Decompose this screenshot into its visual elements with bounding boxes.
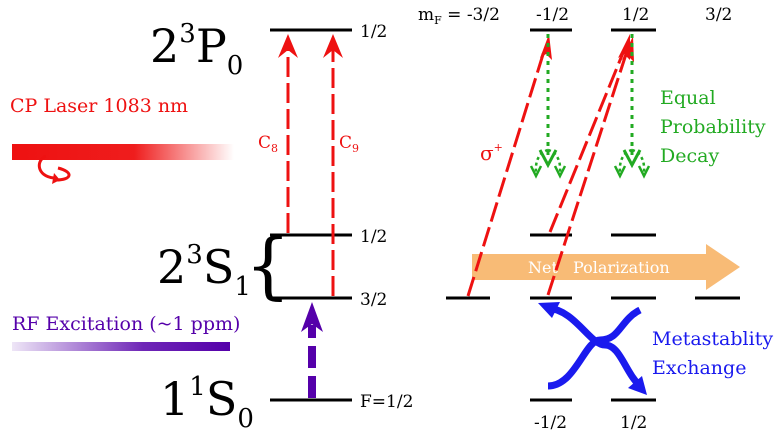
sigma-plus-arrows <box>466 47 630 297</box>
sigma-arrow-2 <box>548 47 627 233</box>
s0-main: 1 <box>160 372 189 426</box>
net-polarization-arrow <box>472 244 740 290</box>
p0-main: 2 <box>150 19 179 73</box>
decay-arrows <box>529 34 651 179</box>
c9-label: C9 <box>339 133 359 155</box>
mf-label-three-half: 3/2 <box>705 5 732 25</box>
s1-sup: 3 <box>186 240 203 270</box>
level-label-s1-half: 1/2 <box>360 227 387 247</box>
net-polarization-label-a: Net <box>528 258 558 277</box>
state-label-2-3P0: 23P0 <box>150 19 243 81</box>
s0-sub: 0 <box>237 404 254 434</box>
level-label-s1-three-half: 3/2 <box>360 290 387 310</box>
exchange-arrows <box>547 304 643 390</box>
central-levels <box>270 28 352 402</box>
s1-sub: 1 <box>234 272 251 302</box>
net-polarization-label-b: Polarization <box>573 258 670 277</box>
state-label-1-1S0: 11S0 <box>160 372 254 434</box>
s0-letter: S <box>206 372 238 426</box>
level-label-p-half: 1/2 <box>360 22 387 42</box>
sigma-plus-label: σ+ <box>480 141 503 165</box>
p0-letter: P <box>196 19 227 73</box>
s1-letter: S <box>203 240 235 294</box>
exchange-arrowheads <box>538 302 647 395</box>
p0-sup: 3 <box>179 19 196 49</box>
laser-label: CP Laser 1083 nm <box>10 95 188 117</box>
s0-sup: 1 <box>189 372 206 402</box>
c8-label: C8 <box>258 133 278 155</box>
p0-sub: 0 <box>227 51 244 81</box>
bottom-mf-minus-half: -1/2 <box>534 413 567 433</box>
bottom-mf-half: 1/2 <box>620 413 647 433</box>
state-label-2-3S1: 23S1 <box>157 240 251 302</box>
sigma-arrow-1 <box>466 47 547 297</box>
mf-label-half: 1/2 <box>622 5 649 25</box>
decay-label: Equal Probability Decay <box>660 87 772 167</box>
hyperfine-brace: { <box>245 223 291 307</box>
exchange-label: Metastablity Exchange <box>652 328 775 379</box>
rf-label: RF Excitation (~1 ppm) <box>12 313 240 335</box>
sublevels <box>446 28 740 402</box>
mf-header: mF = -3/2 <box>418 5 500 27</box>
c9-transition-arrow <box>323 34 343 296</box>
rf-beam <box>12 342 230 351</box>
sigma-arrow-3 <box>546 47 630 296</box>
laser-beam <box>12 144 234 160</box>
rf-excitation-arrow <box>301 302 323 398</box>
circular-polarization-icon <box>37 154 71 184</box>
mf-label-minus-half: -1/2 <box>536 5 569 25</box>
s1-main: 2 <box>157 240 186 294</box>
level-label-ground: F=1/2 <box>360 392 413 412</box>
c8-transition-arrow <box>278 34 298 233</box>
